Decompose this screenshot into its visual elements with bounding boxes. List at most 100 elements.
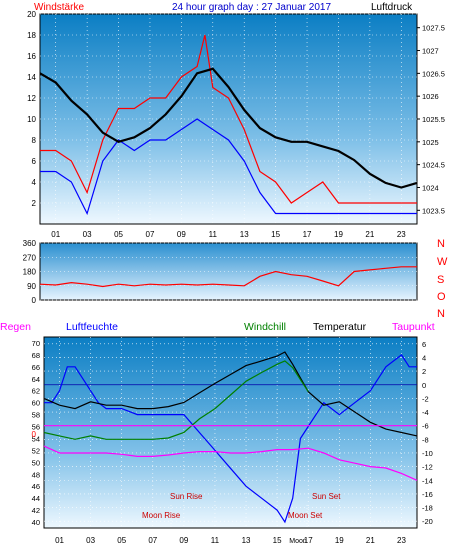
panel-1-right-axis-title: Luftdruck bbox=[371, 2, 413, 13]
panel-3-legend-label: Luftfeuchte bbox=[66, 321, 118, 333]
panel-3-right-tick-label: -20 bbox=[422, 517, 433, 526]
panel-3-right-tick-label: 0 bbox=[422, 381, 426, 390]
panel-1-x-tick-label: 21 bbox=[365, 230, 374, 239]
panel-3-x-tick-label: 15 bbox=[273, 536, 282, 545]
panel-1-x-tick-label: 13 bbox=[240, 230, 249, 239]
panel-3-x-tick-label: 21 bbox=[366, 536, 375, 545]
panel-3-left-tick-label: 70 bbox=[32, 339, 40, 348]
panel-3-legend-label: Regen bbox=[0, 321, 31, 333]
series-Taupunkt bbox=[43, 445, 418, 481]
panel-1-left-tick-label: 18 bbox=[27, 31, 36, 40]
panel-3-x-tick-label: 19 bbox=[335, 536, 344, 545]
panel-3-right-tick-label: -10 bbox=[422, 449, 433, 458]
text-labels: 24681012141618201023.510241024.510251025… bbox=[0, 2, 448, 545]
panel-1-left-tick-label: 16 bbox=[27, 52, 36, 61]
series-Luftfeuchte bbox=[44, 354, 417, 524]
panel-1-x-tick-label: 23 bbox=[397, 230, 406, 239]
panel-3-right-tick-label: -12 bbox=[422, 463, 433, 472]
panel-1-x-tick-label: 05 bbox=[114, 230, 123, 239]
panel-3-left-tick-label: 62 bbox=[32, 387, 40, 396]
panel-1-x-tick-label: 07 bbox=[146, 230, 155, 239]
panel-3-moon-tick-label: Moon bbox=[289, 538, 307, 545]
panel-1-left-tick-label: 4 bbox=[32, 178, 37, 187]
panel-2-direction-label: W bbox=[437, 256, 448, 268]
panel-3-left-tick-label: 50 bbox=[32, 458, 40, 467]
panel-3-x-tick-label: 03 bbox=[86, 536, 95, 545]
panel-2-left-tick-label: 180 bbox=[23, 268, 37, 277]
series-wind_direction bbox=[39, 266, 417, 288]
panel-1-left-tick-label: 20 bbox=[27, 10, 36, 19]
panel-3-right-tick-label: 4 bbox=[422, 353, 426, 362]
panel-3-annotation: Sun Set bbox=[312, 492, 341, 501]
panel-2-direction-label: S bbox=[437, 274, 444, 286]
panel-2-left-tick-label: 360 bbox=[23, 239, 37, 248]
panel-3-left-tick-label: 56 bbox=[32, 423, 40, 432]
panel-3-rain-zero-label: 0 bbox=[32, 430, 37, 439]
panel-1-left-tick-label: 12 bbox=[27, 94, 36, 103]
panel-1-right-tick-label: 1023.5 bbox=[422, 206, 445, 215]
panel-1-left-tick-label: 2 bbox=[32, 199, 37, 208]
panel-1-right-tick-label: 1027.5 bbox=[422, 24, 445, 33]
panel-3-left-tick-label: 68 bbox=[32, 351, 40, 360]
panel-1-x-tick-label: 11 bbox=[209, 230, 218, 239]
panel-3-background bbox=[43, 336, 418, 529]
panel-1-left-tick-label: 8 bbox=[32, 136, 37, 145]
panel-3-right-tick-label: -16 bbox=[422, 490, 433, 499]
panel-2-left-tick-label: 0 bbox=[32, 296, 37, 305]
series-Temperatur bbox=[43, 351, 418, 437]
panel-1-right-tick-label: 1024.5 bbox=[422, 161, 445, 170]
panel-3-annotation: Sun Rise bbox=[170, 492, 203, 501]
panel-3-annotation: Moon Rise bbox=[142, 511, 181, 520]
panel-2-left-tick-label: 270 bbox=[23, 253, 37, 262]
series-pressure bbox=[39, 67, 418, 189]
panel-3-left-tick-label: 42 bbox=[32, 506, 40, 515]
panel-3-right-tick-label: -4 bbox=[422, 408, 429, 417]
panel-1-x-tick-label: 17 bbox=[303, 230, 312, 239]
panel-3-right-tick-label: 6 bbox=[422, 340, 426, 349]
panel-1-right-tick-label: 1026.5 bbox=[422, 69, 445, 78]
panel-1-x-tick-label: 15 bbox=[271, 230, 280, 239]
panel-3-right-tick-label: -6 bbox=[422, 422, 429, 431]
panel-3-left-tick-label: 48 bbox=[32, 470, 40, 479]
panel-1-x-tick-label: 03 bbox=[83, 230, 92, 239]
panel-backgrounds bbox=[39, 13, 418, 529]
panel-1-x-tick-label: 01 bbox=[51, 230, 60, 239]
panel-3-x-tick-label: 17 bbox=[304, 536, 313, 545]
panel-3-left-tick-label: 52 bbox=[32, 446, 40, 455]
panel-2-direction-label: O bbox=[437, 291, 446, 303]
panel-1-x-tick-label: 09 bbox=[177, 230, 186, 239]
panel-3-legend-label: Windchill bbox=[244, 321, 286, 333]
panel-1-left-tick-label: 10 bbox=[27, 115, 36, 124]
panel-3-right-tick-label: 2 bbox=[422, 367, 426, 376]
panel-3-x-tick-label: 07 bbox=[148, 536, 157, 545]
panel-3-right-tick-label: -2 bbox=[422, 394, 429, 403]
panel-3-x-tick-label: 11 bbox=[211, 536, 220, 545]
panel-3-left-tick-label: 60 bbox=[32, 399, 40, 408]
panel-3-left-tick-label: 54 bbox=[32, 434, 40, 443]
panel-1-left-tick-label: 14 bbox=[27, 73, 36, 82]
panel-1-title: 24 hour graph day : 27 Januar 2017 bbox=[172, 2, 331, 13]
series-wind_avg bbox=[40, 118, 417, 216]
panel-1-right-tick-label: 1025.5 bbox=[422, 115, 445, 124]
panel-2-left-tick-label: 90 bbox=[27, 282, 36, 291]
panel-3-right-tick-label: -8 bbox=[422, 435, 429, 444]
panel-1-right-tick-label: 1027 bbox=[422, 47, 439, 56]
panel-3-left-tick-label: 66 bbox=[32, 363, 40, 372]
panel-3-left-tick-label: 58 bbox=[32, 411, 40, 420]
panel-3-right-tick-label: -18 bbox=[422, 504, 433, 513]
panel-3-left-tick-label: 64 bbox=[32, 375, 40, 384]
series-Windchill bbox=[43, 360, 309, 440]
panel-2-direction-label: N bbox=[437, 238, 445, 250]
panel-3-x-tick-label: 23 bbox=[397, 536, 406, 545]
panel-3-right-tick-label: -14 bbox=[422, 476, 433, 485]
panel-3-annotation: Moon Set bbox=[288, 511, 323, 520]
panel-1-right-tick-label: 1025 bbox=[422, 138, 439, 147]
panel-1-x-tick-label: 19 bbox=[334, 230, 343, 239]
panel-3-left-tick-label: 46 bbox=[32, 482, 40, 491]
panel-1-left-axis-title: Windstärke bbox=[34, 2, 84, 13]
panel-3-left-tick-label: 44 bbox=[32, 494, 40, 503]
panel-3-x-tick-label: 13 bbox=[242, 536, 251, 545]
panel-2-direction-label: N bbox=[437, 308, 445, 320]
